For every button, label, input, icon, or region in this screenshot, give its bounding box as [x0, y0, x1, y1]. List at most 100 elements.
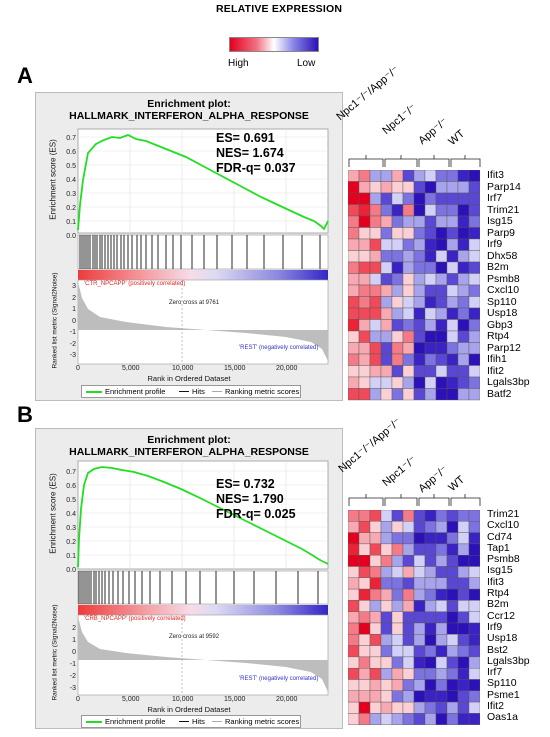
heatmap-cell	[468, 543, 480, 556]
heatmap-cell	[446, 532, 459, 545]
x-ticks-b: 0 5,000 10,000 15,000 20,000	[76, 696, 298, 703]
heatmap-cell	[358, 713, 371, 725]
heatmap-cell	[402, 307, 415, 320]
heatmap-cell	[457, 690, 470, 703]
gsea-legend-a: Enrichment profile Hits Ranking metric s…	[81, 385, 301, 398]
gene-label: Irf9	[487, 238, 503, 250]
heatmap-cell	[457, 170, 470, 182]
heatmap-cell	[391, 713, 404, 725]
gsea-title-a: Enrichment plot: HALLMARK_INTERFERON_ALP…	[36, 98, 342, 122]
heatmap-cell	[369, 521, 382, 533]
expression-colorbar	[229, 37, 319, 52]
heatmap-cell	[348, 307, 360, 320]
heatmap-cell	[424, 342, 437, 355]
heatmap-cell	[468, 215, 480, 228]
heatmap-cell	[391, 296, 404, 309]
heatmap-cell	[348, 376, 360, 389]
heatmap-cell	[369, 250, 382, 263]
heatmap-cell	[402, 577, 415, 590]
heatmap-cell	[468, 307, 480, 320]
heatmap-cell	[435, 250, 448, 263]
heatmap-cell	[424, 701, 437, 714]
gene-label: Dhx58	[487, 249, 518, 262]
heatmap-cell	[446, 261, 459, 274]
heatmap-cell	[468, 284, 480, 297]
heatmap-cell	[424, 227, 437, 240]
heatmap-cell	[446, 713, 459, 725]
heatmap-cell	[457, 250, 470, 263]
gene-label: B2m	[487, 261, 509, 273]
heatmap-cell	[380, 388, 393, 401]
group-brackets-b	[348, 494, 481, 506]
legend-enrichment-a: Enrichment profile	[105, 387, 166, 396]
heatmap-cell	[380, 238, 393, 251]
heatmap-cell	[457, 679, 470, 692]
heatmap-cell	[358, 192, 371, 205]
heatmap-cell	[380, 634, 393, 646]
heatmap-cell	[402, 588, 415, 601]
heatmap-cell	[435, 701, 448, 714]
heatmap-cell	[348, 296, 360, 309]
heatmap-cell	[446, 555, 459, 567]
heatmap-cell	[380, 555, 393, 567]
heatmap-cell	[380, 645, 393, 658]
heatmap-cell	[424, 284, 437, 297]
heatmap-cell	[369, 353, 382, 366]
heatmap-cell	[435, 622, 448, 635]
gsea-plot-b: Enrichment plot: HALLMARK_INTERFERON_ALP…	[35, 428, 343, 729]
heatmap-cell	[380, 600, 393, 612]
x-ticks-a: 0 5,000 10,000 15,000 20,000	[76, 365, 298, 372]
heatmap-cell	[413, 713, 426, 725]
heatmap-cell	[446, 622, 459, 635]
heatmap-cell	[391, 690, 404, 703]
heatmap-cell	[348, 577, 360, 590]
heatmap-cell	[358, 353, 371, 366]
heatmap-cell	[413, 284, 426, 297]
heatmap-cell	[446, 701, 459, 714]
heatmap-cell	[446, 365, 459, 378]
heatmap-cell	[424, 521, 437, 533]
heatmap-cell	[468, 588, 480, 601]
heatmap-cell	[391, 170, 404, 182]
heatmap-cell	[402, 261, 415, 274]
gsea-legend-b: Enrichment profile Hits Ranking metric s…	[81, 715, 301, 728]
heatmap-cell	[348, 690, 360, 703]
heatmap-cell	[402, 215, 415, 228]
heatmap-cell	[457, 713, 470, 725]
heatmap-cell	[457, 566, 470, 579]
gsea-title-line2-b: HALLMARK_INTERFERON_ALPHA_RESPONSE	[69, 446, 309, 458]
group-label-a-2: Npc1⁻/⁻	[380, 101, 419, 137]
heatmap-cell	[391, 510, 404, 522]
heatmap-cell	[446, 238, 459, 251]
metric-ylabel-a: Ranked list metric (Signal2Noise)	[51, 272, 59, 369]
heatmap-cell	[348, 656, 360, 669]
heatmap-cell	[457, 634, 470, 646]
heatmap-cell	[402, 701, 415, 714]
heatmap-cell	[446, 645, 459, 658]
heatmap-cell	[413, 634, 426, 646]
heatmap-cell	[435, 170, 448, 182]
heatmap-cell	[380, 273, 393, 286]
heatmap-cell	[424, 645, 437, 658]
heatmap-cell	[348, 667, 360, 680]
heatmap-cell	[380, 656, 393, 669]
stats-a: ES= 0.691 NES= 1.674 FDR-q= 0.037	[216, 131, 296, 176]
heatmap-cell	[402, 634, 415, 646]
heatmap-cell	[468, 204, 480, 217]
heatmap-cell	[457, 376, 470, 389]
panel-letter-b: B	[17, 402, 33, 427]
heatmap-cell	[358, 611, 371, 624]
legend-hits-b: Hits	[192, 717, 205, 726]
heatmap-cell	[358, 319, 371, 332]
heatmap-cell	[348, 250, 360, 263]
heatmap-cell	[468, 679, 480, 692]
gene-label: Trim21	[487, 203, 520, 216]
heatmap-cell	[369, 622, 382, 635]
heatmap-cell	[369, 319, 382, 332]
metric-ylabel-b: Ranked list metric (Signal2Noise)	[51, 604, 59, 701]
heatmap-cell	[457, 319, 470, 332]
heatmap-cell	[380, 330, 393, 343]
heatmap-cell	[413, 296, 426, 309]
heatmap-cell	[413, 679, 426, 692]
heatmap-cell	[369, 577, 382, 590]
